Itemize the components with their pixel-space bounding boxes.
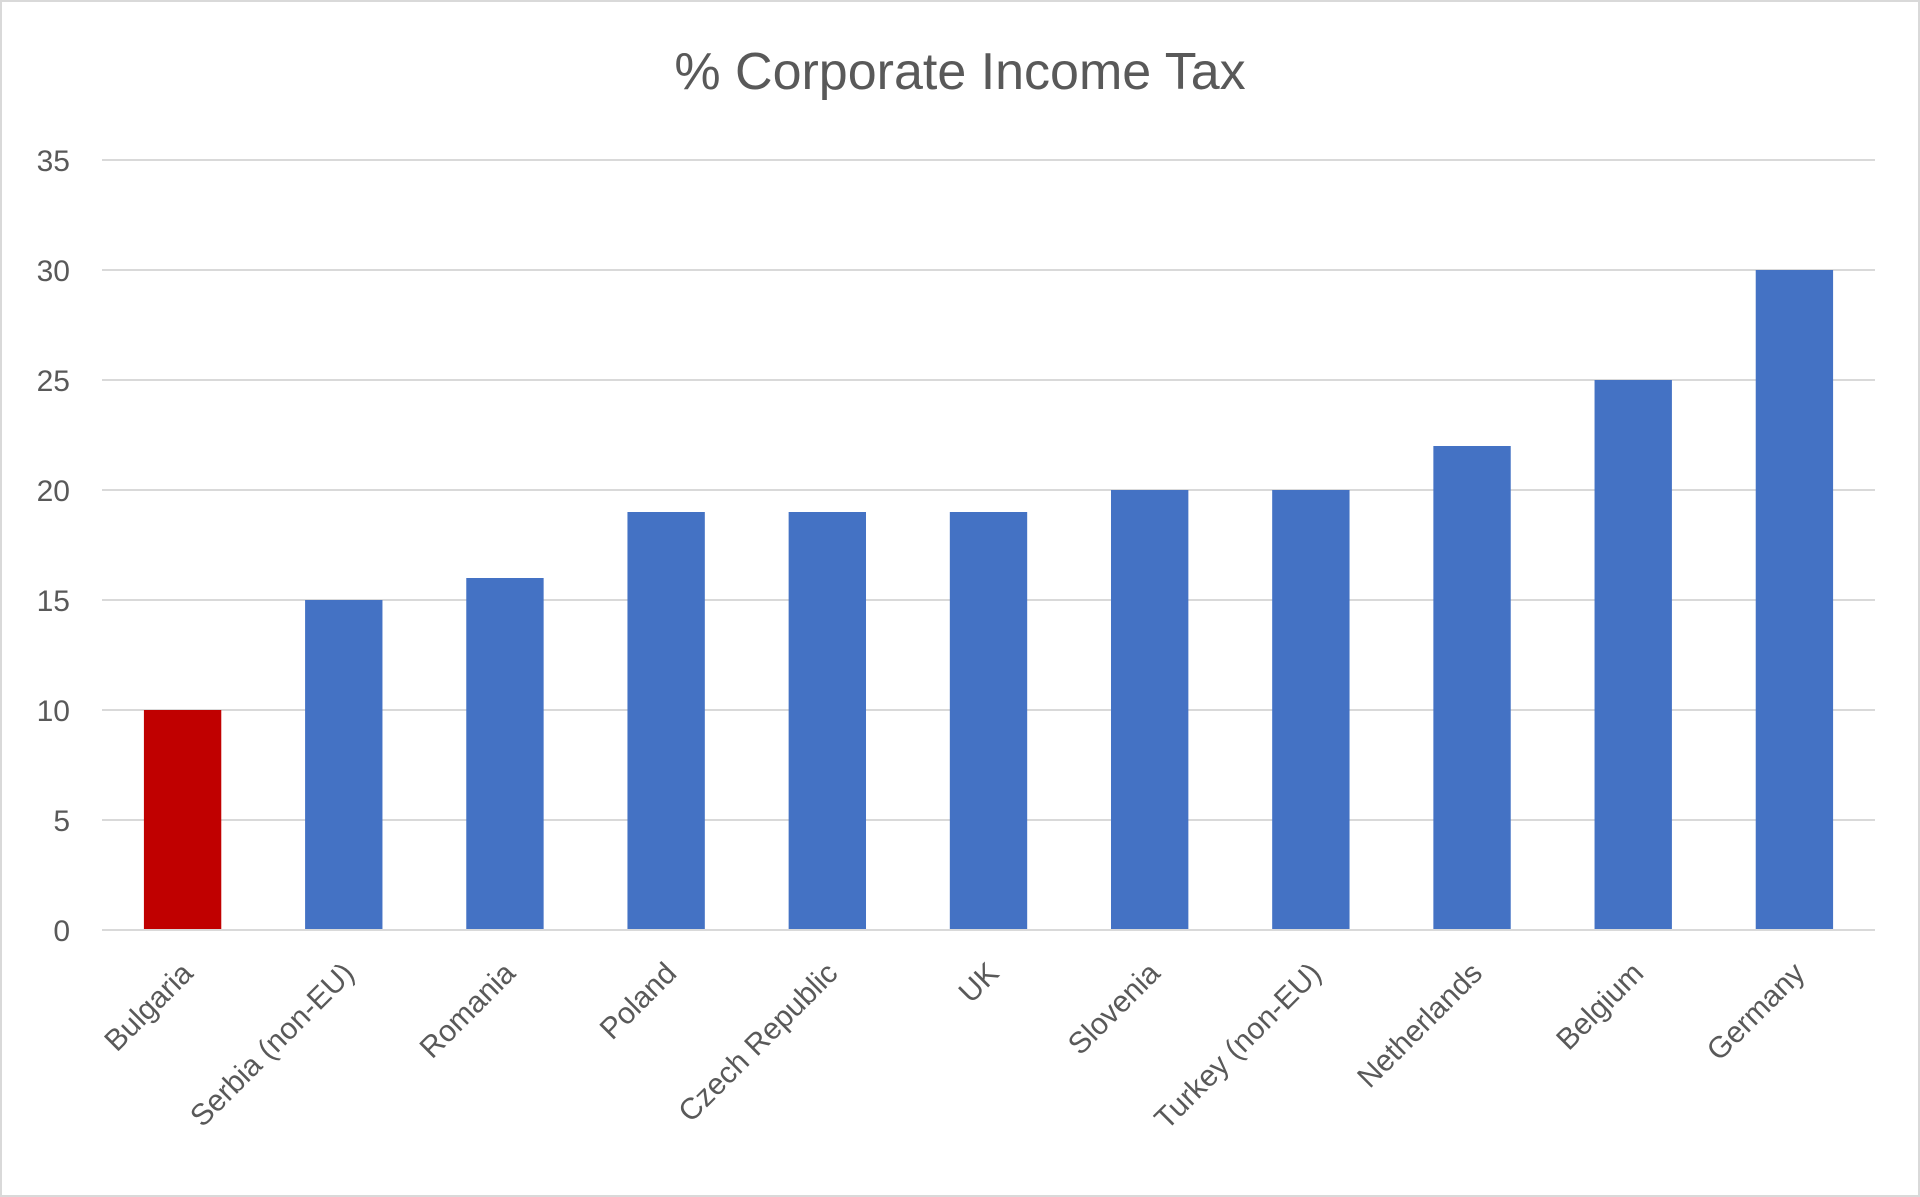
x-category-label: UK <box>953 957 1006 1010</box>
bar-poland <box>627 512 705 930</box>
y-axis-ticks: 0 5 10 15 20 25 30 35 <box>37 145 70 948</box>
x-category-label: Netherlands <box>1351 957 1489 1095</box>
y-tick-label: 10 <box>37 695 70 728</box>
x-category-label: Turkey (non-EU) <box>1148 957 1327 1136</box>
bar-slovenia <box>1110 490 1189 930</box>
y-tick-label: 0 <box>53 915 70 948</box>
y-tick-label: 5 <box>53 805 70 838</box>
bars <box>102 270 1875 931</box>
bar-germany <box>1755 270 1834 930</box>
chart-title: % Corporate Income Tax <box>674 43 1246 101</box>
bar-uk <box>949 512 1028 930</box>
bar-romania <box>466 578 544 930</box>
bar-belgium <box>1594 380 1672 930</box>
bar-turkey-non-eu <box>1272 490 1350 930</box>
x-category-label: Slovenia <box>1062 956 1167 1061</box>
x-category-label: Bulgaria <box>98 956 199 1057</box>
y-tick-label: 20 <box>37 475 70 508</box>
x-category-label: Czech Republic <box>672 957 844 1129</box>
bar-serbia-non-eu <box>305 600 383 930</box>
bar-bulgaria <box>143 710 222 930</box>
bar-czech-republic <box>788 512 867 930</box>
x-category-label: Belgium <box>1550 957 1650 1057</box>
y-tick-label: 25 <box>37 365 70 398</box>
bar-netherlands <box>1433 446 1511 930</box>
x-category-label: Serbia (non-EU) <box>184 957 361 1134</box>
y-tick-label: 15 <box>37 585 70 618</box>
x-category-label: Germany <box>1701 957 1812 1068</box>
y-tick-label: 35 <box>37 145 70 178</box>
x-category-label: Romania <box>414 956 522 1064</box>
y-tick-label: 30 <box>37 255 70 288</box>
x-category-label: Poland <box>594 957 683 1046</box>
